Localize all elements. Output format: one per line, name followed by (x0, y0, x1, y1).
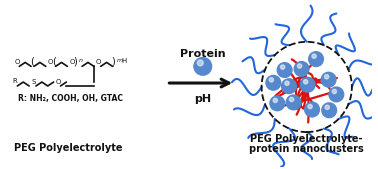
Text: H: H (121, 58, 127, 64)
Circle shape (325, 105, 329, 110)
Text: R: R (12, 78, 17, 84)
Text: PEG Polyelectrolyte-: PEG Polyelectrolyte- (251, 134, 363, 144)
Text: O: O (96, 59, 101, 65)
Text: O: O (56, 79, 61, 85)
Text: ): ) (73, 56, 77, 66)
Text: S: S (31, 79, 36, 85)
Circle shape (285, 81, 289, 85)
Circle shape (312, 54, 316, 58)
Text: PEG Polyelectrolyte: PEG Polyelectrolyte (14, 143, 122, 153)
Text: n: n (79, 58, 83, 63)
Circle shape (329, 87, 344, 102)
Circle shape (308, 104, 312, 109)
Text: ): ) (112, 56, 115, 66)
Circle shape (305, 102, 319, 117)
Circle shape (266, 75, 281, 90)
Text: (: ( (52, 56, 56, 66)
Circle shape (286, 95, 301, 110)
Circle shape (277, 63, 292, 77)
Text: Protein: Protein (180, 49, 226, 59)
Circle shape (294, 62, 309, 76)
Circle shape (321, 72, 336, 87)
Text: pH: pH (194, 94, 211, 104)
Text: R: NH₂, COOH, OH, GTAC: R: NH₂, COOH, OH, GTAC (18, 94, 123, 103)
Text: protein nanoclusters: protein nanoclusters (249, 144, 364, 154)
Circle shape (269, 78, 274, 82)
Text: O: O (48, 59, 53, 65)
Circle shape (273, 98, 277, 103)
Circle shape (194, 57, 212, 75)
Circle shape (197, 60, 203, 66)
Circle shape (324, 75, 329, 79)
Circle shape (270, 96, 285, 111)
Text: m: m (116, 58, 122, 63)
Text: (: ( (30, 56, 34, 66)
Circle shape (300, 77, 315, 92)
Circle shape (332, 89, 336, 94)
Circle shape (282, 79, 296, 93)
Circle shape (280, 65, 285, 69)
Text: O: O (14, 59, 20, 65)
Circle shape (309, 52, 324, 66)
Circle shape (290, 97, 294, 102)
Circle shape (304, 80, 308, 84)
Circle shape (322, 103, 336, 118)
Text: O: O (69, 59, 75, 65)
Circle shape (297, 64, 302, 68)
